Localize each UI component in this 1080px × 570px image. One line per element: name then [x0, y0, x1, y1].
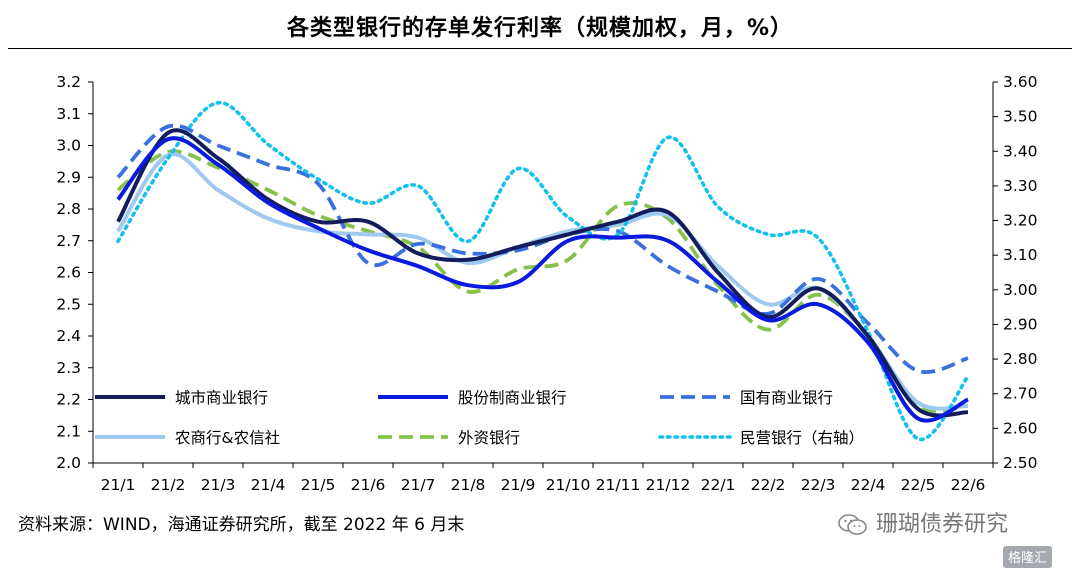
y-right-tick-label: 3.50	[1003, 108, 1038, 126]
y-right-tick-label: 2.70	[1003, 385, 1038, 403]
y-left-tick-label: 2.5	[56, 295, 81, 313]
x-tick-label: 21/8	[451, 476, 486, 494]
y-right-tick-label: 3.60	[1003, 73, 1038, 91]
y-left-tick-label: 2.8	[56, 200, 81, 218]
legend-label: 外资银行	[458, 429, 520, 447]
legend-label: 民营银行（右轴）	[740, 429, 864, 447]
y-right-tick-label: 3.20	[1003, 212, 1038, 230]
x-tick-label: 21/7	[401, 476, 436, 494]
y-left-tick-labels: 2.0 2.1 2.2 2.3 2.4 2.5 2.6 2.7 2.8 2.9 3.0 3.1 3.2	[56, 73, 81, 472]
source-note: 资料来源：WIND，海通证券研究所，截至 2022 年 6 月末	[18, 515, 465, 535]
y-left-tick-label: 2.9	[56, 168, 81, 186]
x-tick-label: 21/11	[596, 476, 641, 494]
legend-label: 农商行&农信社	[175, 429, 280, 447]
y-left-tick-label: 2.4	[56, 327, 81, 345]
watermark: 珊瑚债券研究	[838, 506, 1008, 538]
x-tick-label: 21/6	[351, 476, 386, 494]
y-right-tick-label: 3.30	[1003, 177, 1038, 195]
x-tick-label: 22/5	[901, 476, 936, 494]
x-tick-label: 21/5	[301, 476, 336, 494]
y-left-tick-label: 2.7	[56, 232, 81, 250]
x-tick-label: 21/10	[546, 476, 591, 494]
title-rule	[8, 48, 1072, 49]
series-line-0	[116, 128, 969, 418]
series-line-3	[116, 152, 969, 411]
x-tick-label: 21/9	[501, 476, 536, 494]
series-line-2	[116, 123, 969, 375]
y-left-tick-label: 3.1	[56, 105, 81, 123]
y-left-tick-label: 2.3	[56, 359, 81, 377]
chart-axes	[88, 81, 998, 468]
y-left-tick-label: 2.1	[56, 422, 81, 440]
wechat-icon	[838, 514, 867, 535]
chart-title: 各类型银行的存单发行利率（规模加权，月，%）	[286, 16, 794, 41]
y-right-tick-label: 3.10	[1003, 246, 1038, 264]
y-right-tick-label: 2.50	[1003, 454, 1038, 472]
y-left-tick-label: 2.2	[56, 391, 81, 409]
y-right-tick-label: 3.40	[1003, 142, 1038, 160]
legend-label: 股份制商业银行	[458, 389, 567, 407]
y-left-tick-label: 2.6	[56, 264, 81, 282]
x-tick-label: 21/12	[646, 476, 691, 494]
gelonghui-badge: 格隆汇	[1003, 546, 1053, 568]
x-tick-label: 21/1	[101, 476, 136, 494]
y-right-tick-label: 2.80	[1003, 350, 1038, 368]
x-tick-labels: 21/1 21/2 21/3 21/4 21/5 21/6 21/7 21/8 21/9 21/1…	[101, 476, 986, 494]
y-right-tick-label: 3.00	[1003, 281, 1038, 299]
y-left-tick-label: 3.2	[56, 73, 81, 91]
x-tick-label: 22/3	[801, 476, 836, 494]
series-lines	[116, 100, 970, 441]
x-tick-label: 21/3	[201, 476, 236, 494]
x-tick-label: 21/4	[251, 476, 286, 494]
y-right-tick-label: 2.90	[1003, 315, 1038, 333]
series-line-4	[116, 149, 969, 413]
x-tick-label: 21/2	[151, 476, 186, 494]
x-tick-label: 22/4	[851, 476, 886, 494]
y-right-tick-labels: 2.50 2.60 2.70 2.80 2.90 3.00 3.10 3.20 3.30 3.40…	[1003, 73, 1038, 472]
legend-label: 国有商业银行	[740, 389, 833, 407]
series-line-5	[116, 100, 970, 441]
y-left-tick-label: 3.0	[56, 137, 81, 155]
series-line-1	[116, 136, 969, 423]
x-tick-label: 22/6	[951, 476, 986, 494]
x-tick-label: 22/1	[701, 476, 736, 494]
y-left-tick-label: 2.0	[56, 454, 81, 472]
y-right-tick-label: 2.60	[1003, 419, 1038, 437]
x-tick-label: 22/2	[751, 476, 786, 494]
watermark-text: 珊瑚债券研究	[876, 512, 1009, 537]
legend-label: 城市商业银行	[175, 389, 268, 407]
